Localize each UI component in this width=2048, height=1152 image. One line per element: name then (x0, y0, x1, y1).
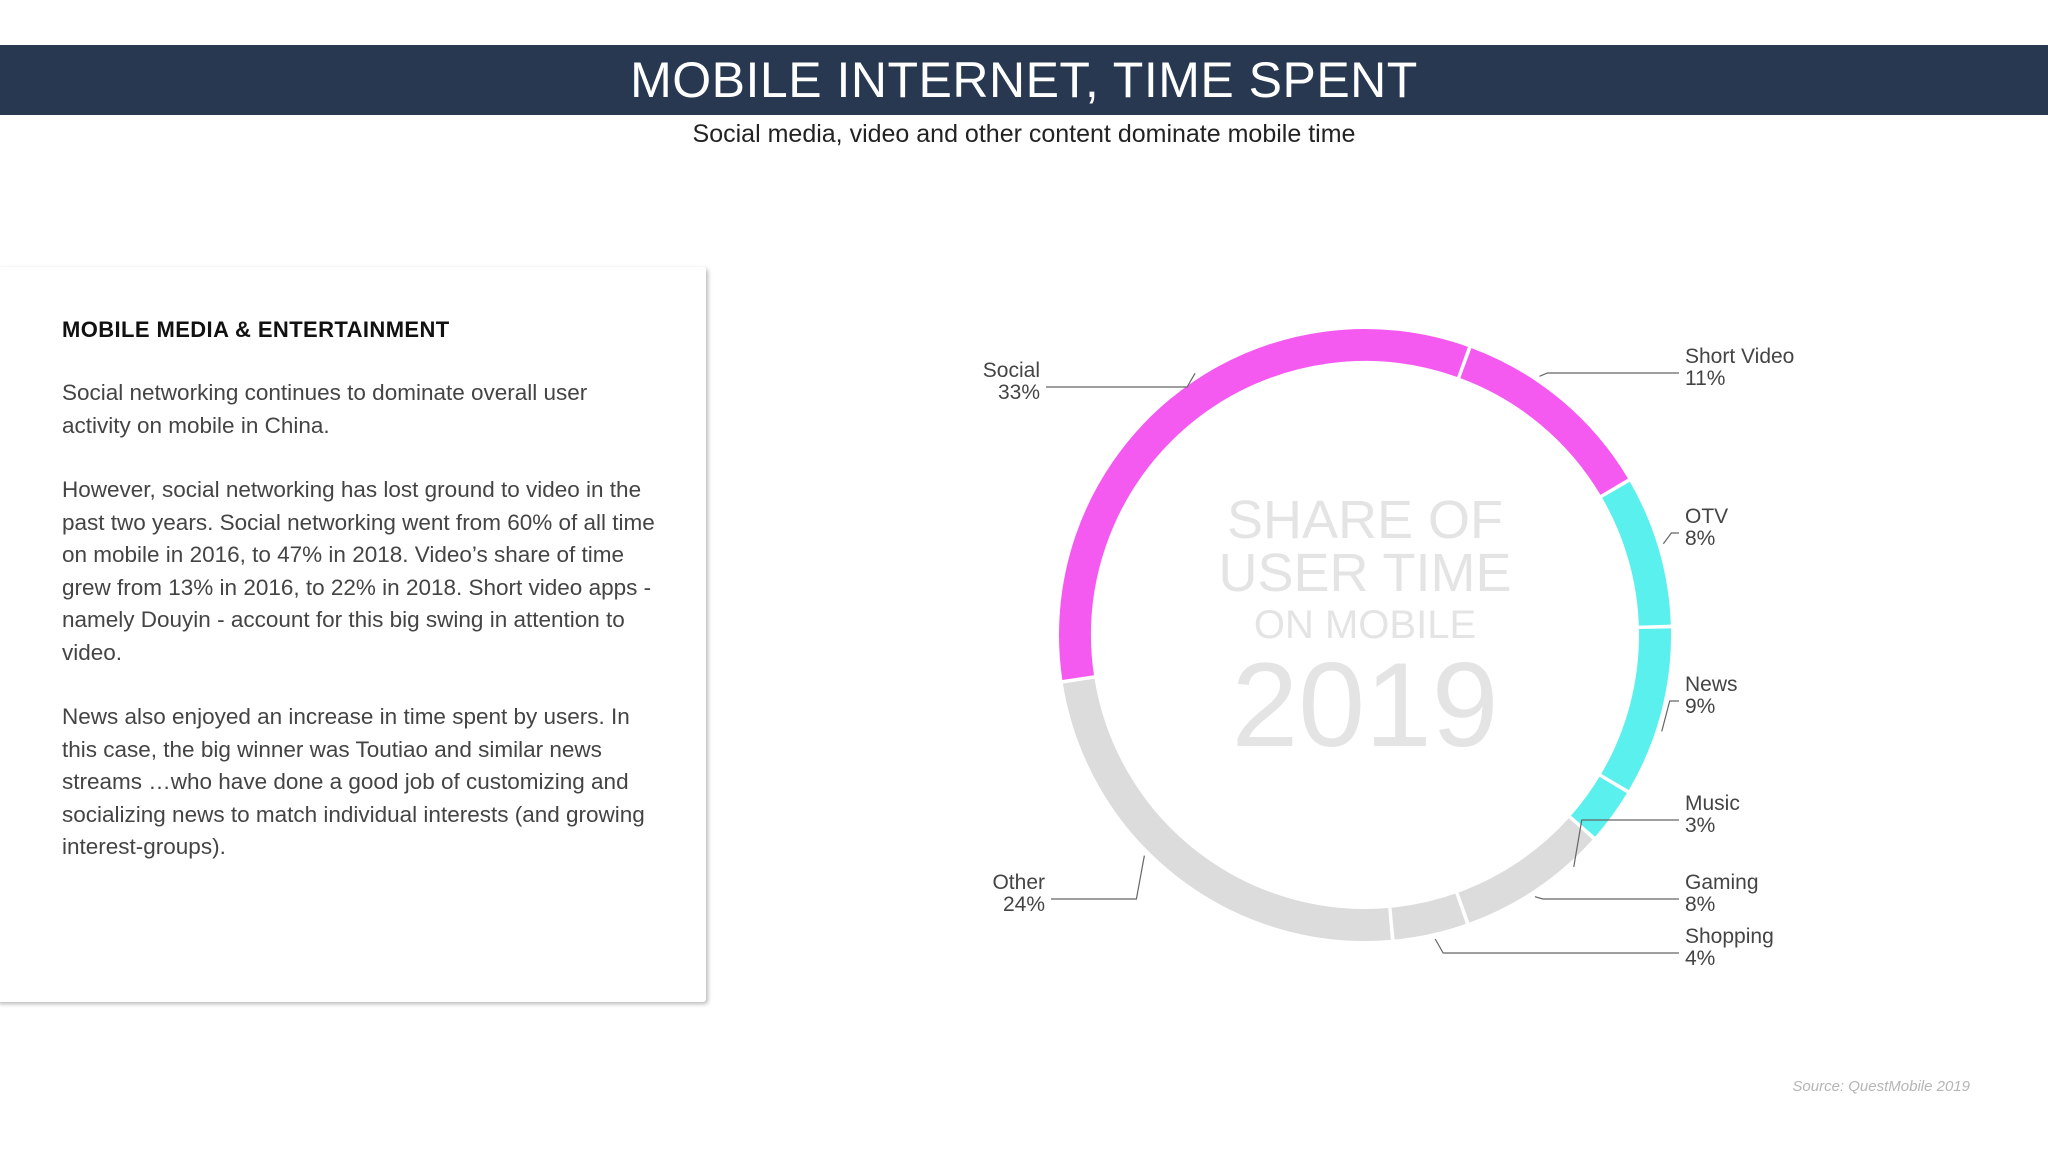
slice-value-other: 24% (1003, 893, 1045, 916)
donut-slice-news (1601, 628, 1671, 791)
leader-line-music (1573, 819, 1679, 867)
slice-label-shopping: Shopping (1685, 925, 1774, 948)
slice-label-news: News (1685, 673, 1738, 696)
info-card: MOBILE MEDIA & ENTERTAINMENT Social netw… (0, 267, 706, 1002)
donut-slice-otv (1602, 481, 1671, 626)
donut-slice-music (1570, 776, 1627, 837)
card-paragraph-1: Social networking continues to dominate … (62, 380, 588, 438)
page-subtitle: Social media, video and other content do… (692, 120, 1356, 148)
leader-line-shopping (1434, 938, 1679, 954)
slice-value-social: 33% (998, 381, 1040, 404)
slice-label-social: Social (983, 359, 1040, 382)
leader-line-social (1046, 373, 1196, 388)
leader-line-gaming (1534, 896, 1679, 900)
source-note: Source: QuestMobile 2019 (1792, 1078, 1970, 1095)
slice-label-otv: OTV (1685, 505, 1728, 528)
header-bar: MOBILE INTERNET, TIME SPENT (0, 45, 2048, 115)
donut-slice-other (1062, 678, 1391, 941)
slice-value-shopping: 4% (1685, 947, 1715, 970)
donut-slice-gaming (1458, 818, 1593, 923)
leader-line-news (1661, 700, 1679, 732)
slice-value-news: 9% (1685, 695, 1715, 718)
slice-label-gaming: Gaming (1685, 871, 1759, 894)
slice-value-otv: 8% (1685, 527, 1715, 550)
donut-slice-short-video (1460, 348, 1628, 496)
card-paragraph-3: News also enjoyed an increase in time sp… (62, 704, 645, 859)
chart-center-line-2: USER TIME (1218, 543, 1512, 603)
leader-line-otv (1662, 532, 1679, 545)
slice-value-short-video: 11% (1685, 367, 1725, 390)
leader-line-other (1051, 855, 1145, 900)
donut-slice-shopping (1391, 893, 1466, 940)
slice-label-other: Other (992, 871, 1045, 894)
slice-value-music: 3% (1685, 814, 1715, 837)
donut-slice-social (1059, 329, 1468, 680)
card-heading: MOBILE MEDIA & ENTERTAINMENT (62, 317, 450, 342)
slice-label-short-video: Short Video (1685, 345, 1794, 368)
card-paragraph-2: However, social networking has lost grou… (62, 477, 655, 665)
page-title: MOBILE INTERNET, TIME SPENT (630, 52, 1418, 108)
chart-center-line-1: SHARE OF (1226, 490, 1504, 550)
slice-label-music: Music (1685, 792, 1740, 815)
chart-center-year: 2019 (1231, 638, 1499, 772)
chart-center-line-3: ON MOBILE (1253, 603, 1477, 647)
leader-line-short-video (1539, 372, 1679, 377)
slice-value-gaming: 8% (1685, 893, 1715, 916)
